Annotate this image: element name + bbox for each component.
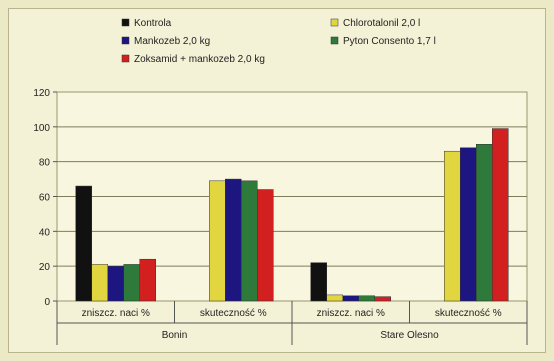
y-tick-label: 40 bbox=[39, 227, 51, 238]
y-tick-label: 100 bbox=[33, 123, 50, 134]
x-tick-label: zniszcz. naci % bbox=[82, 308, 150, 319]
bar bbox=[358, 295, 375, 302]
bar bbox=[91, 264, 108, 302]
bar bbox=[225, 178, 242, 302]
bar bbox=[326, 294, 343, 302]
bar bbox=[444, 150, 461, 302]
chart-frame: 0 20 40 60 80 100 120 zniszcz. naci % skuteczno… bbox=[8, 8, 546, 353]
legend-label: Pyton Consento 1,7 l bbox=[343, 36, 436, 47]
legend-swatch bbox=[121, 36, 130, 45]
legend-label: Kontrola bbox=[134, 18, 172, 29]
y-tick-label: 60 bbox=[39, 193, 51, 204]
y-tick-label: 0 bbox=[44, 297, 50, 308]
x-group-label: Bonin bbox=[162, 330, 188, 341]
bar bbox=[374, 296, 391, 302]
bar bbox=[476, 144, 493, 302]
bar bbox=[123, 264, 140, 302]
legend-label: Mankozeb 2,0 kg bbox=[134, 36, 210, 47]
y-tick-label: 120 bbox=[33, 88, 50, 99]
y-tick-label: 80 bbox=[39, 158, 51, 169]
x-tick-label: skuteczność % bbox=[435, 308, 502, 319]
x-tick-label: zniszcz. naci % bbox=[317, 308, 385, 319]
bar bbox=[241, 180, 258, 302]
x-group-label: Stare Olesno bbox=[380, 330, 439, 341]
bar-chart: 0 20 40 60 80 100 120 zniszcz. naci % skuteczno… bbox=[33, 18, 528, 345]
legend-label: Zoksamid + mankozeb 2,0 kg bbox=[134, 54, 265, 65]
bar bbox=[460, 147, 477, 302]
legend-label: Chlorotalonil 2,0 l bbox=[343, 18, 420, 29]
legend-swatch bbox=[121, 54, 130, 63]
bar bbox=[257, 189, 274, 302]
y-tick-label: 20 bbox=[39, 262, 51, 273]
bar bbox=[139, 258, 156, 302]
legend-swatch bbox=[330, 36, 339, 45]
bar bbox=[492, 128, 509, 302]
x-tick-label: skuteczność % bbox=[200, 308, 267, 319]
legend-swatch bbox=[330, 18, 339, 27]
legend-swatch bbox=[121, 18, 130, 27]
bar bbox=[310, 262, 327, 302]
bar bbox=[107, 265, 124, 302]
bar bbox=[342, 295, 359, 302]
bar bbox=[209, 180, 226, 302]
bar bbox=[75, 185, 92, 302]
